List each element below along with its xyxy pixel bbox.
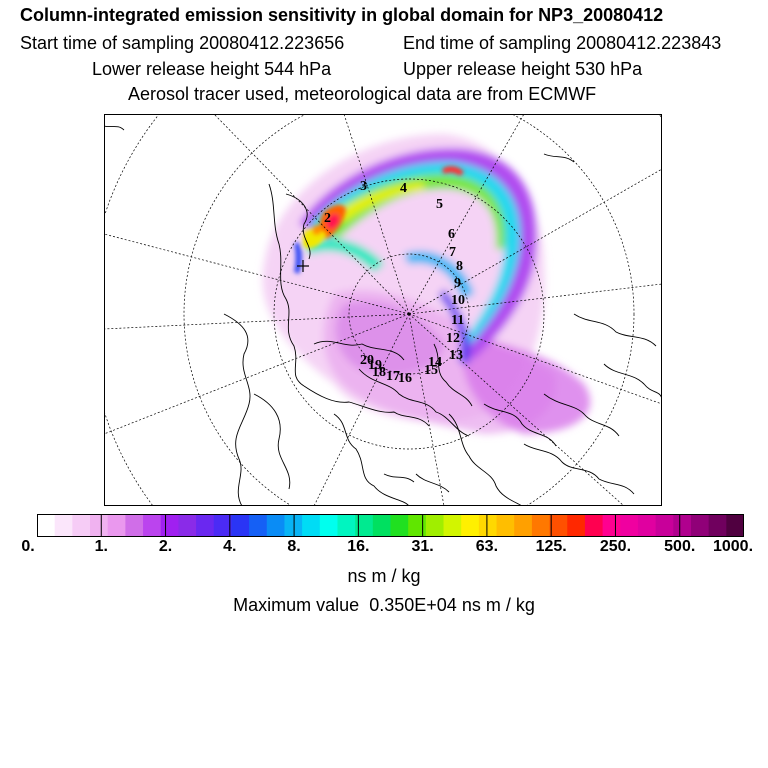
colorbar-swatch [584,514,604,537]
maximum-value-units: ns m / kg [461,595,535,615]
colorbar-swatch [302,514,321,537]
trajectory-label: 8 [456,259,463,274]
colorbar-swatch [266,514,286,537]
maximum-value-label: Maximum value 0.350E+04 ns m / kg [0,595,768,616]
colorbar-tick-label: 1000. [712,538,754,555]
sensitivity-core [294,166,464,274]
colorbar-swatch [690,514,710,537]
colorbar-swatch [531,514,551,537]
colorbar-tick-label: 125. [535,538,567,555]
colorbar-swatch [125,514,144,537]
trajectory-label: 5 [436,197,443,212]
colorbar-swatch [602,514,621,537]
lower-release-height-label: Lower release height 544 hPa [92,59,332,79]
colorbar-swatch [54,514,73,537]
colorbar-swatch [178,514,197,537]
colorbar-swatch [549,514,568,537]
start-time-label: Start time of sampling 20080412.223656 [20,33,345,53]
colorbar-swatch [249,514,268,537]
trajectory-label: 4 [400,181,407,196]
colorbar-swatch [637,514,657,537]
colorbar-swatch [337,514,356,537]
colorbar-swatch [673,514,692,537]
colorbar-swatch [655,514,674,537]
trajectory-label: 9 [454,276,461,291]
trajectory-label: 7 [449,245,456,260]
lat-lon-grid [104,114,662,506]
colorbar-swatch [72,514,91,537]
colorbar-swatch [231,514,250,537]
trajectory-label: 19 [368,358,382,373]
colorbar-swatch [284,514,303,537]
colorbar-swatch [160,514,180,537]
trajectory-label: 15 [424,363,438,378]
sensitivity-plume [262,134,591,434]
plot-title: Column-integrated emission sensitivity i… [20,5,664,25]
colorbar-swatch [726,514,744,537]
colorbar-swatch [319,514,339,537]
upper-release-height-label: Upper release height 530 hPa [403,59,643,79]
maximum-value-number: 0.350E+04 [369,595,457,615]
trajectory-label: 6 [448,227,455,242]
trajectory-label: 10 [451,293,465,308]
colorbar-tick-label: 2. [158,538,173,555]
colorbar-swatch [408,514,427,537]
colorbar-swatch [355,514,374,537]
trajectory-label: 12 [446,331,460,346]
emission-sensitivity-map: 2 3 4 5 6 7 8 9 10 11 12 13 14 15 16 17 … [104,114,662,506]
colorbar-swatch [143,514,162,537]
trajectory-label: 20 [360,353,374,368]
trajectory-label: 16 [398,371,412,386]
colorbar-tick-label: 1. [94,538,108,555]
trajectory-label: 14 [428,355,442,370]
colorbar-swatch [425,514,445,537]
colorbar-tick-label: 500. [664,538,696,555]
trajectory-labels: 2 3 4 5 6 7 8 9 10 11 12 13 14 15 16 17 … [324,179,465,386]
colorbar-swatch [213,514,233,537]
maximum-value-text: Maximum value [233,595,360,615]
colorbar-swatch [461,514,480,537]
colorbar-swatch [478,514,498,537]
colorbar-frame [37,514,744,537]
colorbar-units: ns m / kg [347,566,421,586]
map-frame [104,114,662,506]
colorbar-swatch [443,514,462,537]
colorbar-tick-label: 31. [411,538,434,555]
colorbar-tick-label: 250. [599,538,632,555]
end-time-label: End time of sampling 20080412.223843 [403,33,722,53]
colorbar-tick-label: 8. [287,538,301,555]
trajectory-label: 17 [386,369,400,384]
colorbar [37,514,744,537]
coastlines [104,125,662,506]
colorbar-swatch [390,514,409,537]
colorbar-tick-label: 4. [223,538,237,555]
trajectory-label: 18 [372,365,386,380]
colorbar-swatch [196,514,215,537]
colorbar-swatch [107,514,126,537]
colorbar-tick-label: 63. [475,538,499,555]
colorbar-swatch [620,514,639,537]
trajectory-label: 13 [449,348,463,363]
colorbar-swatch [514,514,533,537]
trajectory-label: 11 [451,313,464,328]
colorbar-tick-label: 16. [347,538,370,555]
colorbar-swatch [708,514,727,537]
colorbar-swatch [372,514,392,537]
trajectory-label: 2 [324,211,331,226]
aerosol-info-label: Aerosol tracer used, meteorological data… [128,84,597,104]
colorbar-swatch [37,514,56,537]
colorbar-swatch [496,514,515,537]
trajectory-label: 3 [360,179,367,194]
colorbar-tick-label: 0. [21,538,35,555]
colorbar-swatch [90,514,109,537]
colorbar-swatch [567,514,586,537]
release-site-marker [297,260,309,272]
